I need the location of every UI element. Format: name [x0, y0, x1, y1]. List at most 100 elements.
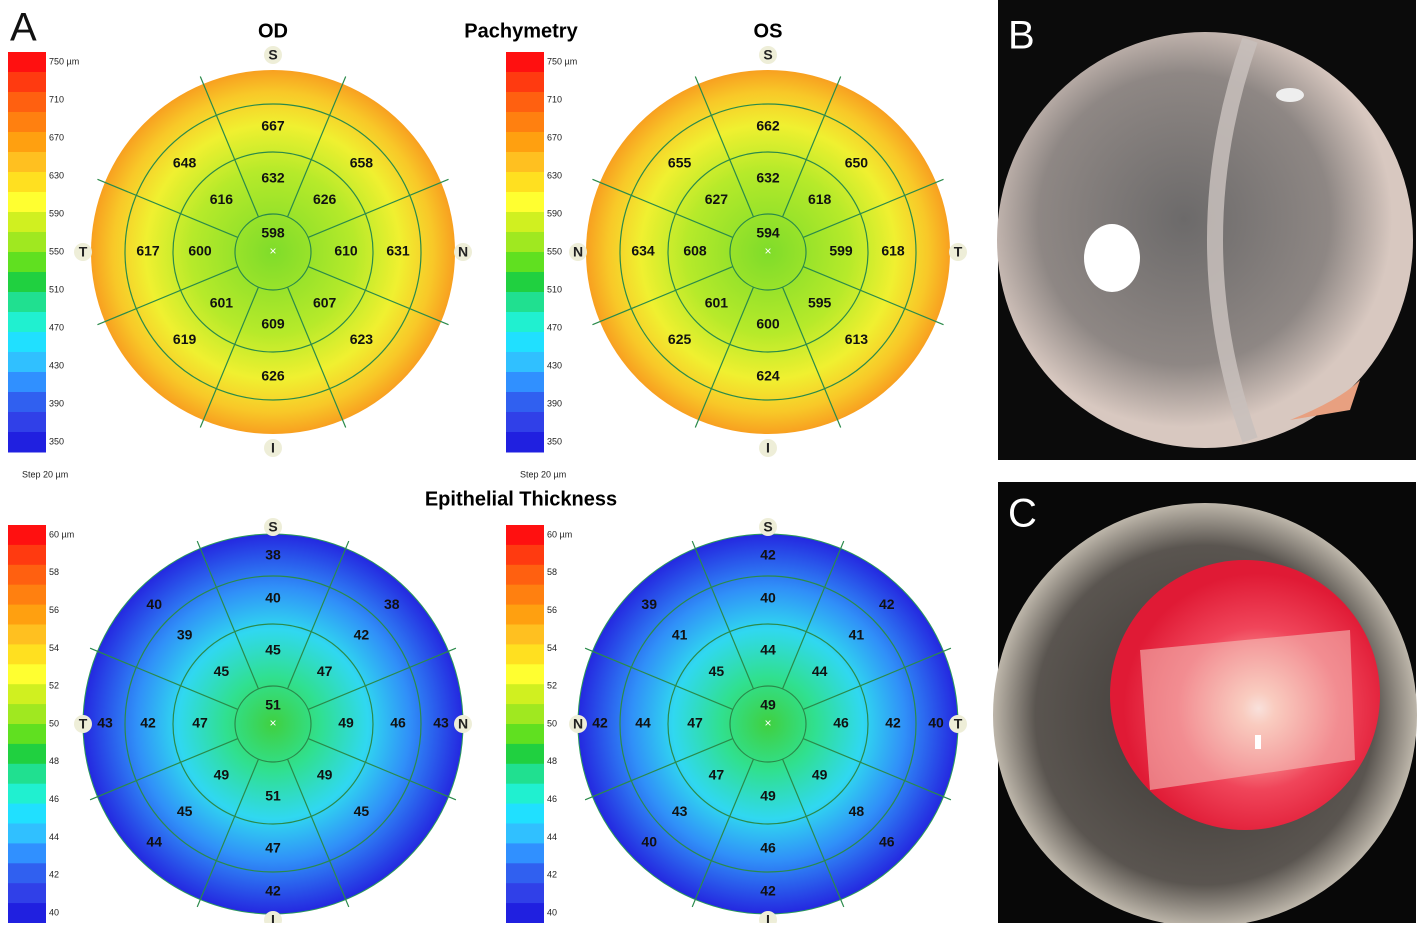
scale-label: 390 — [49, 398, 64, 408]
panel-label: B — [1008, 14, 1035, 58]
sector-value: 39 — [177, 626, 193, 642]
sector-value: 46 — [390, 715, 406, 731]
scale-label: 710 — [49, 94, 64, 104]
sector-value: 47 — [192, 715, 208, 731]
scale-cell — [8, 392, 46, 413]
scale-cell — [8, 585, 46, 605]
scale-cell — [506, 212, 544, 233]
scale-label: 48 — [547, 756, 557, 766]
scale-cell — [506, 585, 544, 605]
sector-value: 38 — [384, 596, 400, 612]
eye-label: OS — [754, 20, 783, 42]
scale-cell — [8, 644, 46, 664]
scale-cell — [506, 724, 544, 744]
scale-label: 60 µm — [547, 529, 572, 539]
sector-value: 600 — [756, 316, 780, 332]
photo-b — [997, 0, 1416, 460]
scale-label: 390 — [547, 398, 562, 408]
scale-cell — [506, 903, 544, 923]
scale-label: 40 — [547, 907, 557, 917]
sector-value: 618 — [881, 243, 905, 259]
scale-label: 42 — [547, 870, 557, 880]
scale-label: 54 — [547, 643, 557, 653]
sector-value: 598 — [261, 225, 285, 241]
sector-value: 42 — [592, 715, 608, 731]
scale-label: 42 — [49, 870, 59, 880]
sector-value: 619 — [173, 331, 197, 347]
scale-cell — [506, 525, 544, 545]
sector-value: 617 — [136, 243, 160, 259]
scale-label: 750 µm — [49, 56, 79, 66]
scale-cell — [8, 372, 46, 393]
sector-value: 623 — [350, 331, 374, 347]
scale-label: 350 — [49, 436, 64, 446]
scale-cell — [506, 432, 544, 453]
photo-c — [993, 482, 1417, 923]
scale-cell — [8, 172, 46, 193]
scale-cell — [8, 525, 46, 545]
scale-cell — [8, 192, 46, 213]
scale-cell — [8, 724, 46, 744]
scale-cell — [506, 863, 544, 883]
panel-label: A — [10, 6, 37, 50]
scale-label: 46 — [547, 794, 557, 804]
scale-label: 56 — [547, 605, 557, 615]
sector-value: 49 — [338, 715, 354, 731]
sector-value: 45 — [354, 803, 370, 819]
scale-cell — [506, 843, 544, 863]
scale-cell — [8, 72, 46, 93]
center-marker: × — [269, 244, 276, 258]
scale-cell — [506, 644, 544, 664]
sector-value: 40 — [265, 590, 281, 606]
sector-value: 42 — [140, 715, 156, 731]
section-title: Epithelial Thickness — [425, 488, 617, 510]
sector-value: 47 — [265, 840, 281, 856]
scale-cell — [506, 332, 544, 353]
sector-value: 625 — [668, 331, 692, 347]
scale-cell — [8, 432, 46, 453]
sector-value: 44 — [635, 715, 651, 731]
orientation-label: S — [268, 519, 277, 535]
scale-label: 52 — [49, 681, 59, 691]
scale-label: 60 µm — [49, 529, 74, 539]
sector-value: 658 — [350, 154, 374, 170]
scale-cell — [8, 312, 46, 333]
sector-value: 626 — [313, 191, 337, 207]
scale-label: 350 — [547, 436, 562, 446]
scale-cell — [8, 784, 46, 804]
scale-cell — [8, 625, 46, 645]
sector-value: 601 — [705, 294, 729, 310]
sector-value: 610 — [334, 243, 358, 259]
sector-value: 650 — [845, 154, 869, 170]
orientation-label: T — [954, 244, 963, 260]
sector-value: 51 — [265, 697, 281, 713]
scale-cell — [506, 684, 544, 704]
scale-cell — [8, 112, 46, 133]
orientation-label: I — [766, 912, 770, 923]
scale-cell — [506, 605, 544, 625]
sector-value: 618 — [808, 191, 832, 207]
sector-value: 594 — [756, 225, 780, 241]
sector-value: 41 — [672, 626, 688, 642]
sector-value: 49 — [760, 697, 776, 713]
sector-value: 632 — [756, 170, 780, 186]
sector-value: 46 — [760, 840, 776, 856]
sector-value: 608 — [683, 243, 707, 259]
orientation-label: S — [268, 47, 277, 63]
scale-label: 550 — [49, 246, 64, 256]
scale-cell — [8, 843, 46, 863]
figure: A B C Pachymetry Epithelial Thickness 75… — [0, 0, 1422, 923]
scale-cell — [8, 52, 46, 73]
sector-value: 48 — [849, 803, 865, 819]
scale-cell — [506, 625, 544, 645]
scale-cell — [506, 112, 544, 133]
sector-value: 40 — [146, 596, 162, 612]
sector-value: 51 — [265, 788, 281, 804]
orientation-label: N — [458, 716, 468, 732]
panel-label: C — [1008, 492, 1037, 536]
sector-value: 613 — [845, 331, 869, 347]
scale-label: 40 — [49, 907, 59, 917]
sector-value: 599 — [829, 243, 853, 259]
orientation-label: S — [763, 519, 772, 535]
sector-value: 47 — [709, 766, 725, 782]
